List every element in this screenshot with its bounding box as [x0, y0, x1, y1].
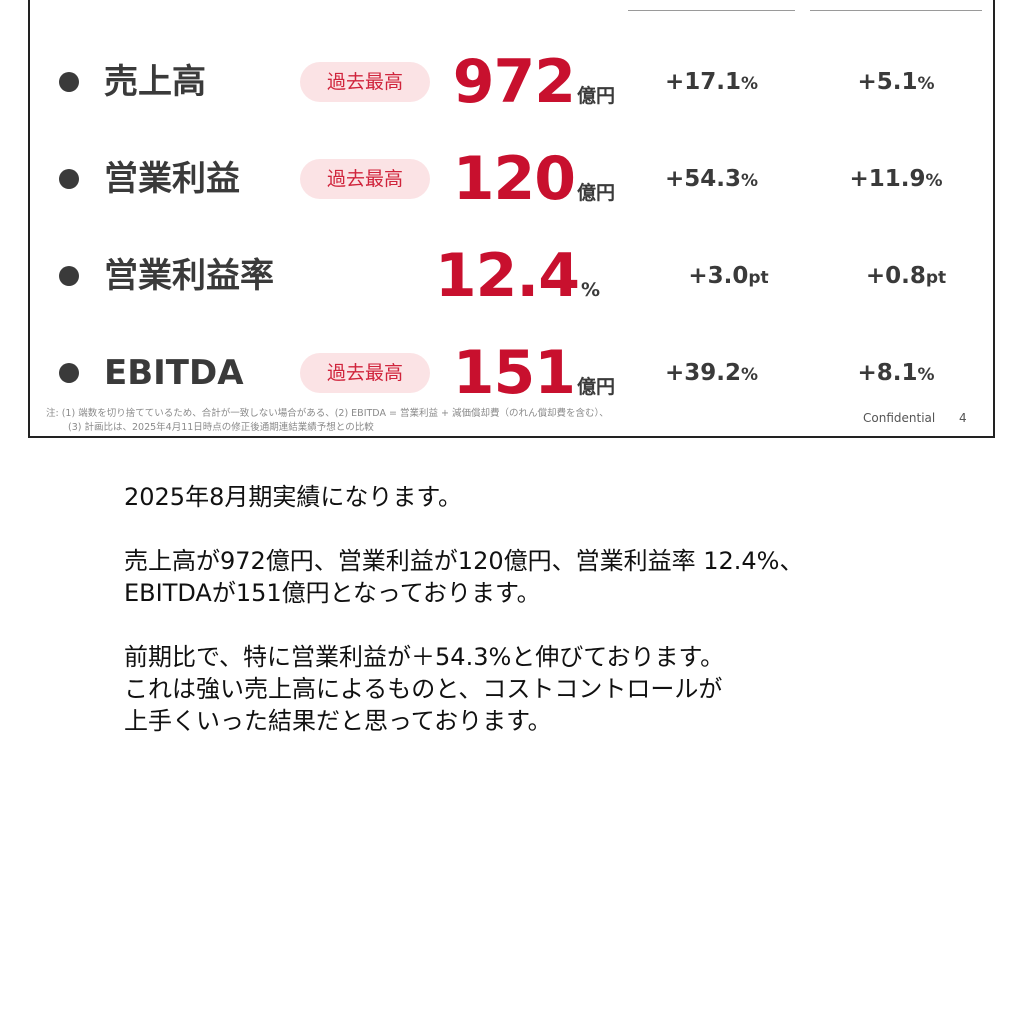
metric-value-group: 120 億円: [453, 139, 615, 219]
metric-value: 120: [452, 144, 576, 214]
transcript-line: EBITDAが151億円となっております。: [124, 579, 541, 607]
yoy-number: +54.3: [664, 166, 741, 192]
metric-label: 売上高: [104, 62, 206, 102]
record-high-badge: 過去最高: [300, 353, 430, 393]
yoy-number: +3.0: [688, 263, 749, 289]
bullet-icon: [59, 169, 79, 189]
plan-number: +5.1: [857, 69, 918, 95]
yoy-change: +54.3%: [628, 161, 795, 199]
yoy-change: +3.0pt: [645, 258, 812, 296]
bullet-icon: [59, 363, 79, 383]
metric-row-operating-margin: 営業利益率 12.4% +3.0pt +0.8pt: [30, 236, 993, 316]
page-number: 4: [959, 411, 967, 425]
transcript-line: 売上高が972億円、営業利益が120億円、営業利益率 12.4%、: [124, 547, 804, 575]
metric-row-ebitda: EBITDA 過去最高 151 億円 +39.2% +8.1%: [30, 333, 993, 413]
plan-change: +0.8pt: [820, 258, 992, 296]
plan-change: +8.1%: [810, 355, 982, 393]
metric-value-group: 972 億円: [453, 42, 615, 122]
yoy-change: +17.1%: [628, 64, 795, 102]
yoy-unit: %: [740, 365, 759, 385]
yoy-unit: %: [740, 171, 759, 191]
plan-number: +0.8: [865, 263, 926, 289]
plan-number: +11.9: [849, 166, 926, 192]
yoy-unit: pt: [748, 268, 769, 288]
plan-unit: %: [917, 365, 935, 385]
yoy-number: +39.2: [664, 360, 741, 386]
confidential-label: Confidential: [863, 411, 936, 425]
metric-label: 営業利益: [104, 159, 240, 199]
record-high-badge: 過去最高: [300, 62, 430, 102]
transcript-text: 2025年8月期実績になります。 売上高が972億円、営業利益が120億円、営業…: [124, 481, 984, 769]
slide-frame: 売上高 過去最高 972 億円 +17.1% +5.1% 営業利益 過去最高 12…: [28, 0, 995, 438]
plan-unit: %: [917, 74, 935, 94]
metric-value: 12.4: [434, 241, 580, 311]
metric-row-revenue: 売上高 過去最高 972 億円 +17.1% +5.1%: [30, 42, 993, 122]
transcript-line: 上手くいった結果だと思っております。: [124, 707, 552, 735]
metric-unit: 億円: [576, 85, 615, 107]
yoy-number: +17.1: [664, 69, 741, 95]
transcript-paragraph: 2025年8月期実績になります。: [124, 481, 984, 513]
transcript-paragraph: 売上高が972億円、営業利益が120億円、営業利益率 12.4%、 EBITDA…: [124, 545, 984, 609]
metric-value: 972: [452, 47, 576, 117]
metric-value-group: 12.4%: [435, 236, 600, 316]
metric-unit: 億円: [576, 376, 615, 398]
footnote-line: 注: (1) 端数を切り捨てているため、合計が一致しない場合がある、(2) EB…: [46, 408, 609, 419]
transcript-paragraph: 前期比で、特に営業利益が＋54.3%と伸びております。 これは強い売上高によるも…: [124, 641, 984, 737]
plan-change: +5.1%: [810, 64, 982, 102]
yoy-unit: %: [740, 74, 759, 94]
plan-change: +11.9%: [810, 161, 982, 199]
plan-column-rule: [810, 10, 982, 11]
metric-value-group: 151 億円: [453, 333, 615, 413]
metric-row-operating-profit: 営業利益 過去最高 120 億円 +54.3% +11.9%: [30, 139, 993, 219]
bullet-icon: [59, 266, 79, 286]
metric-value: 151: [452, 338, 576, 408]
metric-label: 営業利益率: [104, 256, 274, 296]
bullet-icon: [59, 72, 79, 92]
plan-unit: %: [925, 171, 943, 191]
yoy-change: +39.2%: [628, 355, 795, 393]
metric-unit: %: [580, 279, 600, 301]
transcript-line: 前期比で、特に営業利益が＋54.3%と伸びております。: [124, 643, 725, 671]
record-high-badge: 過去最高: [300, 159, 430, 199]
metric-label: EBITDA: [104, 353, 244, 393]
footnote-line: (3) 計画比は、2025年4月11日時点の修正後通期連結業績予想との比較: [68, 422, 374, 433]
transcript-line: 2025年8月期実績になります。: [124, 483, 462, 511]
plan-unit: pt: [925, 268, 947, 288]
metric-unit: 億円: [576, 182, 615, 204]
yoy-column-rule: [628, 10, 795, 11]
transcript-line: これは強い売上高によるものと、コストコントロールが: [124, 675, 723, 703]
plan-number: +8.1: [857, 360, 918, 386]
slide-footnote: 注: (1) 端数を切り捨てているため、合計が一致しない場合がある、(2) EB…: [46, 407, 609, 435]
